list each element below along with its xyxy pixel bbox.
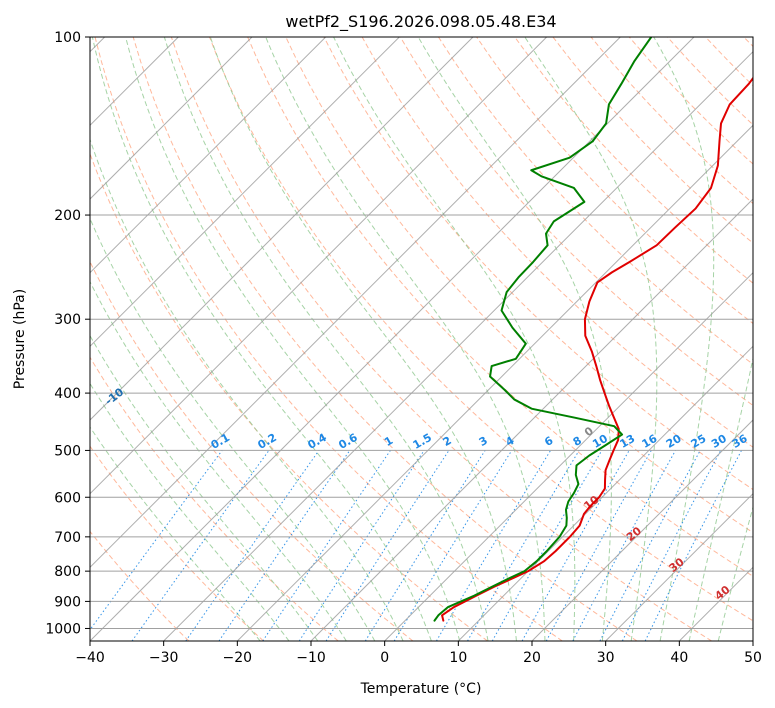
moist-adiabat-line — [417, 37, 612, 641]
profiles — [433, 37, 753, 622]
dry-adiabat-line — [323, 37, 753, 491]
plot-frame — [89, 36, 754, 642]
mixing-ratio-line — [621, 450, 722, 641]
mixing-ratio-line — [325, 450, 450, 641]
isotherm-line — [310, 198, 753, 641]
isotherm-line — [90, 37, 548, 495]
moist-adiabat-line — [653, 37, 715, 641]
moist-adiabat-line — [717, 505, 753, 641]
isotherm-line — [163, 50, 753, 641]
moist-adiabat-line — [90, 382, 290, 641]
mixing-ratio-line — [90, 450, 223, 631]
isotherm-line — [605, 492, 753, 641]
mixing-ratio-line — [393, 450, 513, 641]
dry-adiabat-line — [438, 37, 753, 365]
dry-adiabat-line — [90, 530, 190, 641]
mixing-ratio-line — [298, 450, 425, 641]
y-tick-label: 600 — [54, 490, 81, 506]
mixing-ratio-line — [185, 450, 320, 641]
moist-adiabat-line — [90, 426, 261, 641]
x-axis-ticks: −40 −30 −20 −10 0 10 20 30 40 50 — [75, 641, 762, 666]
isotherm-line — [384, 271, 753, 641]
mixing-ratio-line — [521, 450, 630, 641]
temperature-profile — [441, 76, 753, 622]
y-tick-label: 400 — [54, 386, 81, 402]
moist-adiabat-line — [688, 356, 753, 641]
dewpoint-profile — [433, 37, 653, 622]
y-tick-label: 1000 — [45, 621, 81, 637]
y-tick-label: 700 — [54, 530, 81, 546]
y-tick-label: 800 — [54, 564, 81, 580]
mixing-ratio-line — [572, 450, 676, 641]
x-tick-label: 30 — [597, 650, 615, 666]
x-tick-label: 50 — [744, 650, 762, 666]
isotherm-line — [90, 37, 474, 421]
x-tick-label: −30 — [149, 650, 179, 666]
isotherm-line — [90, 37, 695, 641]
chart-title: wetPf2_S196.2026.098.05.48.E34 — [285, 12, 556, 32]
x-tick-label: 40 — [670, 650, 688, 666]
moist-adiabat-line — [209, 37, 517, 641]
y-tick-label: 200 — [54, 208, 81, 224]
x-tick-label: 20 — [523, 650, 541, 666]
pressure-gridlines — [90, 37, 753, 629]
mixing-ratio-line — [644, 450, 742, 641]
moist-adiabat-line — [333, 37, 576, 641]
mixing-ratio-line — [218, 450, 351, 641]
isotherm-line — [236, 124, 753, 641]
isotherm-line — [90, 37, 327, 274]
dry-adiabat-line — [170, 37, 712, 641]
isotherm-line — [457, 345, 753, 641]
isotherm-line — [90, 37, 253, 200]
isotherm-line — [531, 419, 753, 641]
y-tick-label: 900 — [54, 594, 81, 610]
y-tick-label: 300 — [54, 312, 81, 328]
dry-adiabat-line — [247, 37, 753, 577]
mixing-ratio-line — [545, 450, 652, 641]
y-tick-label: 100 — [54, 30, 81, 46]
moist-adiabat-line — [524, 37, 658, 641]
dry-adiabat-line — [514, 37, 753, 284]
moist-adiabat-line — [91, 37, 432, 641]
y-tick-label: 500 — [54, 443, 81, 459]
moist-adiabat-line — [125, 37, 461, 641]
moist-adiabat-line — [90, 334, 319, 641]
mixing-ratio-lines — [90, 450, 742, 641]
dry-adiabat-line — [90, 445, 264, 641]
dry-adiabat-line — [94, 37, 563, 641]
dry-adiabat-line — [90, 356, 339, 641]
x-tick-label: −20 — [223, 650, 253, 666]
dry-adiabat-line — [90, 152, 488, 641]
isotherm-line — [90, 37, 400, 348]
isotherms — [90, 37, 753, 641]
x-tick-label: −40 — [75, 650, 105, 666]
x-axis-label: Temperature (°C) — [360, 681, 482, 697]
y-axis-ticks: 100 200 300 400 500 600 700 800 900 1000 — [45, 30, 90, 637]
moist-adiabat-line — [163, 37, 489, 641]
mixing-ratio-line — [262, 450, 391, 641]
moist-adiabat-line — [90, 137, 404, 641]
moist-adiabats — [90, 37, 753, 641]
y-axis-label: Pressure (hPa) — [12, 289, 28, 389]
isotherm-line — [90, 37, 621, 569]
moist-adiabat-line — [90, 217, 376, 641]
dry-adiabat-line — [209, 37, 753, 622]
dry-adiabat-line — [132, 37, 638, 641]
moist-adiabat-line — [265, 37, 546, 641]
moist-adiabat-line — [90, 280, 347, 641]
x-tick-label: −10 — [296, 650, 326, 666]
x-tick-label: 10 — [449, 650, 467, 666]
x-tick-label: 0 — [380, 650, 389, 666]
